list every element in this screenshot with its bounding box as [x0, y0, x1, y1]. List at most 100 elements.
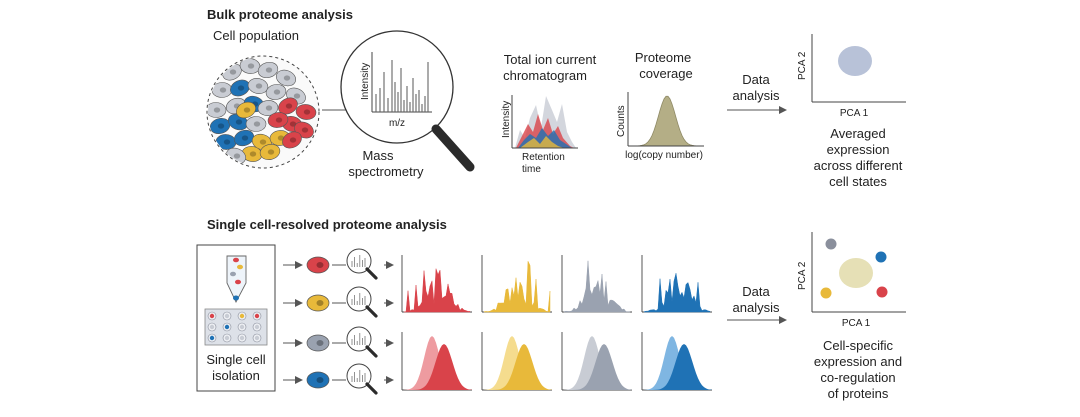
population-cell-red: [282, 131, 302, 149]
plate-well-cell: [209, 324, 215, 330]
plate-well-cell: [254, 324, 260, 330]
bulk-section-title: Bulk proteome analysis: [207, 7, 353, 22]
magnifier-handle: [431, 124, 475, 172]
single-pca-dot-blue: [875, 251, 887, 263]
cell-population-cluster: [206, 55, 320, 169]
magnifier-lens: [340, 30, 454, 144]
single-cell-blue: [306, 371, 330, 389]
single-cell-red: [306, 256, 330, 274]
bulk-pca-x-label: PCA 1: [840, 108, 869, 119]
population-cell-red: [278, 97, 298, 115]
coverage-title-line2: coverage: [639, 66, 692, 81]
spectrum-red: [403, 268, 471, 313]
population-cell-nucleus: [237, 85, 245, 91]
single-cell-nucleus: [316, 300, 324, 306]
tube-cell-red: [233, 257, 239, 263]
population-cell-nucleus: [289, 121, 297, 127]
single-pca-central-cluster: [839, 258, 873, 288]
ms-axis-y-label: Intensity: [360, 63, 371, 100]
row-magnifier-handle: [365, 382, 378, 395]
single-pca-dot-red: [876, 286, 888, 298]
ms-label-line1: Mass: [362, 148, 394, 163]
single-pca-y-label: PCA 2: [797, 261, 808, 290]
single-pca-x-label: PCA 1: [842, 318, 871, 329]
single-cell-nucleus: [316, 262, 324, 268]
bulk-result-line2: expression: [827, 142, 890, 157]
bulk-result-line3: across different: [814, 158, 903, 173]
population-cell-nucleus: [229, 69, 237, 75]
population-cell-nucleus: [241, 135, 249, 141]
coverage-chart: Counts log(copy number): [616, 92, 704, 161]
single-data-analysis-line1: Data: [742, 284, 770, 299]
cell-population-label: Cell population: [213, 28, 299, 43]
ms-label-line2: spectrometry: [348, 164, 424, 179]
single-result-line3: co-regulation: [820, 370, 895, 385]
single-cell-isolation-box: Single cell isolation: [196, 244, 276, 392]
population-cell-nucleus: [233, 153, 241, 159]
population-cell-nucleus: [285, 103, 293, 109]
tic-traces: [515, 96, 576, 148]
single-cell-spectra: [401, 255, 712, 313]
population-cell-nucleus: [265, 105, 273, 111]
plate-well-cell: [209, 335, 215, 341]
plate-well-cell: [209, 313, 215, 319]
population-cell-blue: [233, 129, 255, 147]
row-magnifier-handle: [365, 345, 378, 358]
bulk-pca-y-label: PCA 2: [797, 51, 808, 80]
tic-title-line2: chromatogram: [503, 68, 587, 83]
population-cell-nucleus: [289, 137, 297, 143]
population-cell-gray: [257, 100, 279, 116]
population-cell-gray: [257, 61, 279, 79]
population-cell-gray: [208, 102, 227, 118]
bulk-result-line4: cell states: [829, 174, 887, 189]
distribution-dark-red: [404, 344, 472, 390]
population-cell-nucleus: [267, 149, 275, 155]
single-cell-rows: [283, 248, 394, 395]
population-cell-nucleus: [255, 83, 263, 89]
single-result-line4: of proteins: [828, 386, 889, 401]
single-cell-distributions: [401, 332, 712, 391]
single-result-line2: expression and: [814, 354, 902, 369]
population-cell-nucleus: [277, 135, 285, 141]
coverage-title-line1: Proteome: [635, 50, 691, 65]
ms-axis-x-label: m/z: [389, 118, 405, 129]
tic-axis-y-label: Intensity: [501, 101, 512, 138]
bulk-data-analysis-line2: analysis: [733, 88, 780, 103]
distribution-dark-yellow: [484, 344, 552, 390]
spectrum-yellow: [483, 261, 551, 313]
tic-axis-x-label-line2: time: [522, 164, 541, 175]
plate-well-cell: [254, 313, 260, 319]
single-cell-nucleus: [316, 340, 324, 346]
coverage-axis-x-label: log(copy number): [625, 150, 703, 161]
plate-well-cell: [239, 324, 245, 330]
tic-title-line1: Total ion current: [504, 52, 597, 67]
well-plate-wells: [207, 311, 262, 343]
plate-well-cell: [254, 335, 260, 341]
population-cell-nucleus: [235, 119, 243, 125]
population-cell-gray: [275, 69, 297, 87]
tube-cell-gray: [230, 271, 236, 277]
spectrum-blue: [643, 273, 711, 313]
bulk-pca-plot: PCA 2 PCA 1: [797, 34, 906, 119]
population-cell-nucleus: [275, 117, 283, 123]
mass-spec-magnifier: Intensity m/z: [340, 30, 475, 172]
distribution-dark-gray: [564, 344, 632, 390]
single-section-title: Single cell-resolved proteome analysis: [207, 217, 447, 232]
population-cell-nucleus: [303, 109, 311, 115]
population-cell-nucleus: [219, 87, 227, 93]
population-cell-red: [295, 104, 317, 120]
distribution-dark-blue: [644, 344, 712, 390]
single-cell-gray: [306, 334, 330, 352]
single-pca-dot-yellow: [820, 287, 832, 299]
population-cell-nucleus: [283, 75, 291, 81]
single-result-line1: Cell-specific: [823, 338, 894, 353]
population-cell-gray: [245, 116, 267, 132]
tube-cell-yellow: [237, 264, 243, 270]
plate-well-cell: [224, 335, 230, 341]
tic-axis-x-label-line1: Retention: [522, 152, 565, 163]
population-cell-yellow: [259, 144, 281, 160]
bulk-pca-cluster: [838, 46, 872, 76]
population-cell-nucleus: [293, 93, 301, 99]
population-cell-nucleus: [259, 139, 267, 145]
